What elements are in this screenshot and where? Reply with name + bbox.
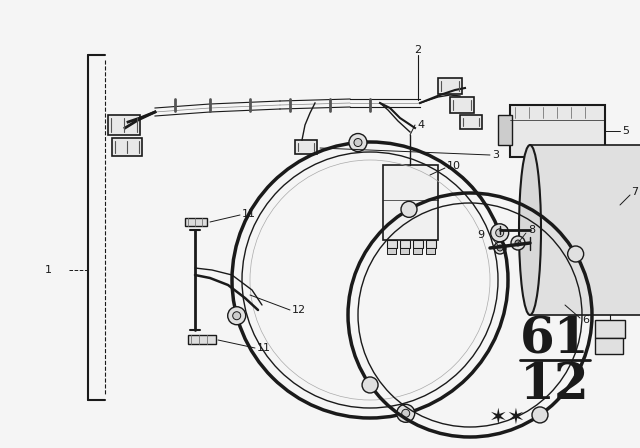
Bar: [426, 240, 436, 248]
Circle shape: [497, 245, 503, 251]
Bar: [530, 145, 640, 315]
Circle shape: [402, 409, 410, 417]
Circle shape: [401, 201, 417, 217]
Bar: [400, 248, 409, 254]
Circle shape: [491, 224, 509, 242]
Text: 7: 7: [631, 187, 638, 197]
Text: 11: 11: [242, 209, 256, 219]
Bar: [112, 138, 142, 156]
Text: 8: 8: [528, 225, 535, 235]
Bar: [595, 338, 623, 354]
Bar: [595, 320, 625, 338]
Circle shape: [495, 229, 504, 237]
Text: 3: 3: [492, 150, 499, 160]
Bar: [188, 335, 216, 344]
Text: 61: 61: [520, 315, 590, 365]
Bar: [450, 97, 474, 113]
Ellipse shape: [519, 145, 541, 315]
Bar: [185, 218, 207, 226]
Circle shape: [233, 312, 241, 320]
Text: ✶✶: ✶✶: [490, 408, 527, 428]
Text: 4: 4: [417, 120, 424, 130]
Bar: [295, 140, 317, 154]
Circle shape: [354, 138, 362, 146]
Bar: [400, 240, 410, 248]
Circle shape: [532, 407, 548, 423]
Bar: [413, 240, 423, 248]
Bar: [383, 165, 438, 240]
Text: 9: 9: [477, 230, 484, 240]
Text: 12: 12: [520, 361, 590, 409]
Circle shape: [362, 377, 378, 393]
Circle shape: [568, 246, 584, 262]
Bar: [460, 115, 482, 129]
Circle shape: [397, 404, 415, 422]
Bar: [510, 105, 605, 157]
Text: 12: 12: [292, 305, 306, 315]
Text: 5: 5: [622, 126, 629, 136]
Bar: [387, 248, 396, 254]
Bar: [108, 115, 140, 135]
Text: 11: 11: [257, 343, 271, 353]
Text: 1: 1: [45, 265, 52, 275]
Bar: [438, 78, 462, 94]
Circle shape: [349, 134, 367, 151]
Text: 6: 6: [582, 315, 589, 325]
Circle shape: [494, 242, 506, 254]
Circle shape: [228, 307, 246, 325]
Bar: [498, 115, 512, 145]
Bar: [426, 248, 435, 254]
Bar: [387, 240, 397, 248]
Circle shape: [511, 236, 525, 250]
Bar: [413, 248, 422, 254]
Circle shape: [515, 240, 521, 246]
Text: 2: 2: [414, 45, 421, 55]
Text: 10: 10: [447, 161, 461, 171]
